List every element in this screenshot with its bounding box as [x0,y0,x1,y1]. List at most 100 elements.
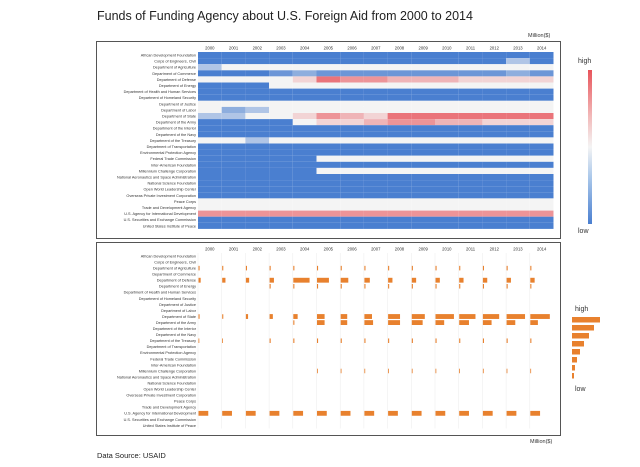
heat-cell [482,180,507,187]
heat-cell [506,204,530,211]
heat-cell [340,198,364,205]
heat-cell [506,125,530,132]
heat-cell [340,70,364,77]
heat-cell [435,167,459,174]
heat-cell [198,222,222,229]
heat-agency-label: Department of Commerce [152,72,196,76]
bar-mark [506,265,508,271]
heat-cell [363,216,388,223]
heat-cell [435,216,459,223]
heat-year-label: 2004 [300,46,310,51]
bar-mark [435,314,454,319]
heat-cell [292,161,317,168]
bar-mark [506,314,526,319]
bar-year-label: 2006 [347,247,357,252]
chart-title: Funds of Funding Agency about U.S. Forei… [97,9,473,23]
heat-cell [316,58,341,65]
heat-cell [482,70,507,77]
bar-mark [482,368,484,374]
heat-cell [435,137,459,144]
heat-cell [529,131,554,138]
heat-cell [292,64,317,71]
heat-legend-high: high [578,58,592,65]
bar-mark [222,338,223,343]
bar-agency-label: Department of the Navy [156,333,196,337]
heat-cell [387,58,412,65]
bar-agency-label: Open World Leadership Center [144,388,197,392]
heat-cell [340,192,364,199]
heat-cell [198,113,222,120]
bar-mark [340,368,342,374]
heat-cell [292,119,317,126]
heat-cell [363,161,388,168]
bar-mark [459,410,469,416]
heat-cell [458,131,483,138]
heat-cell [506,100,530,107]
heat-cell [482,113,507,120]
bar-mark [245,314,249,319]
heat-cell [316,174,341,181]
bar-agency-label: Department of Justice [159,303,196,307]
heat-cell [458,70,483,77]
bar-mark [245,265,247,271]
heat-year-label: 2001 [229,46,239,51]
bar-mark [435,284,437,289]
heat-cell [221,94,246,101]
heat-cell [411,70,435,77]
heat-cell [316,167,341,174]
heat-cell [411,131,435,138]
heat-cell [458,167,483,174]
heat-cell [292,52,317,59]
heat-cell [482,204,507,211]
bar-legend-step [572,357,577,363]
heat-cell [458,58,483,65]
heat-cell [435,186,459,193]
bar-mark [459,284,461,289]
heat-cell [506,198,530,205]
bar-mark [222,410,232,416]
heat-cell [482,192,507,199]
bar-agency-label: National Science Foundation [147,381,196,385]
heat-cell [363,192,388,199]
heat-agency-label: Department of Defense [157,78,196,82]
heat-cell [316,210,341,217]
heat-agency-label: U.S. Agency for International Developmen… [124,212,197,216]
heat-cell [411,149,435,156]
heat-cell [363,70,388,77]
heat-cell [387,70,412,77]
heat-cell [245,52,270,59]
heat-cell [316,131,341,138]
bar-mark [459,265,461,271]
heat-cell [506,174,530,181]
heat-cell [316,222,341,229]
heat-year-label: 2002 [253,46,263,51]
heat-agency-label: African Development Foundation [141,53,196,57]
bar-mark [317,320,325,325]
bar-mark [459,368,460,374]
heat-cell [435,106,459,113]
bar-mark [435,410,446,416]
heat-cell [506,131,530,138]
bar-agency-label: Department of Commerce [152,273,196,277]
bar-mark [506,338,508,343]
heat-cell [245,64,270,71]
heat-cell [363,82,388,89]
heat-cell [316,82,341,89]
heat-cell [340,106,364,113]
bar-year-label: 2012 [490,247,500,252]
heat-cell [435,64,459,71]
bar-mark [506,277,511,283]
heat-cell [482,174,507,181]
bar-mark [340,320,348,325]
heat-cell [435,94,459,101]
heat-cell [221,52,246,59]
heat-cell [435,192,459,199]
bar-mark [411,314,425,319]
heat-cell [387,198,412,205]
heat-agency-label: Inter-American Foundation [151,163,196,167]
bar-mark [459,338,461,343]
heat-cell [529,192,554,199]
heat-cell [292,222,317,229]
heat-cell [506,167,530,174]
bar-agency-label: Department of Defense [157,279,196,283]
